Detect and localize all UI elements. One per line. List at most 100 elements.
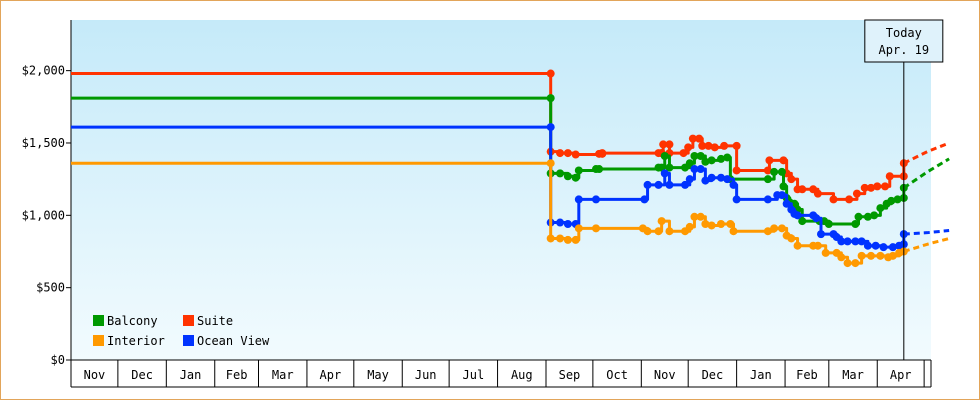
data-point xyxy=(701,176,710,185)
x-tick-label: Apr xyxy=(890,368,912,382)
data-point xyxy=(659,140,668,149)
x-tick-label: Jun xyxy=(415,368,437,382)
data-point xyxy=(893,195,902,204)
data-point xyxy=(546,94,555,103)
data-point xyxy=(793,211,802,220)
data-point xyxy=(779,156,788,165)
data-point xyxy=(643,227,652,236)
legend: Balcony Suite Interior Ocean View xyxy=(93,314,270,348)
data-point xyxy=(843,259,852,268)
data-point xyxy=(688,134,697,143)
data-point xyxy=(701,157,710,166)
data-point xyxy=(660,152,669,160)
data-point xyxy=(571,173,580,182)
data-point xyxy=(829,195,838,204)
series-interior xyxy=(71,159,950,268)
data-point xyxy=(556,218,565,227)
data-point xyxy=(851,237,860,246)
data-point xyxy=(763,195,772,204)
x-tick-label: Mar xyxy=(272,368,294,382)
data-point xyxy=(871,241,880,250)
x-tick-label: Mar xyxy=(842,368,864,382)
data-point xyxy=(787,234,796,243)
data-point xyxy=(723,175,732,184)
data-point xyxy=(813,241,822,250)
data-point xyxy=(881,182,890,191)
x-tick-label: Nov xyxy=(84,368,106,382)
data-point xyxy=(571,235,580,244)
data-point xyxy=(679,149,688,158)
data-point xyxy=(546,69,555,78)
data-point xyxy=(867,183,875,192)
data-point xyxy=(879,243,888,252)
data-point xyxy=(870,211,879,220)
data-point xyxy=(765,156,774,165)
legend-label-interior: Interior xyxy=(107,334,165,348)
data-point xyxy=(857,237,866,246)
legend-label-suite: Suite xyxy=(197,314,233,328)
data-point xyxy=(885,172,894,181)
today-box xyxy=(864,19,944,63)
data-point xyxy=(696,165,705,174)
x-tick-label: Aug xyxy=(511,368,533,382)
data-point xyxy=(888,243,897,252)
data-point xyxy=(863,212,872,221)
data-point xyxy=(812,214,821,223)
data-point xyxy=(821,248,830,257)
data-point xyxy=(813,189,822,198)
data-point xyxy=(876,251,885,260)
x-tick-label: Dec xyxy=(702,368,724,382)
data-point xyxy=(860,183,869,192)
data-point xyxy=(695,134,704,143)
y-tick-label: $2,000 xyxy=(22,64,65,78)
data-point xyxy=(779,182,788,191)
data-point xyxy=(556,169,565,178)
data-point xyxy=(665,140,674,149)
data-point xyxy=(837,237,846,246)
legend-label-ocean-view: Ocean View xyxy=(197,334,270,348)
y-tick-label: $1,500 xyxy=(22,136,65,150)
data-point xyxy=(574,195,583,204)
data-point xyxy=(717,173,725,182)
data-point xyxy=(595,165,604,174)
x-tick-label: Feb xyxy=(226,368,248,382)
legend-swatch-ocean-view xyxy=(183,335,194,346)
data-point xyxy=(710,143,719,152)
x-tick-label: Oct xyxy=(606,368,628,382)
data-point xyxy=(563,220,572,228)
data-point xyxy=(685,222,694,231)
data-point xyxy=(546,123,555,132)
axes: $0 $500 $1,000 $1,500 $2,000 Nov Dec Jan Feb Mar A… xyxy=(22,20,932,388)
data-point xyxy=(726,220,735,228)
forecast-line-balcony xyxy=(902,157,950,190)
data-point xyxy=(574,166,583,175)
data-point xyxy=(798,185,807,194)
data-point xyxy=(685,175,694,184)
data-point xyxy=(592,224,600,233)
data-point xyxy=(732,166,741,175)
data-point xyxy=(546,234,555,243)
data-point xyxy=(690,212,699,221)
data-point xyxy=(640,195,649,204)
data-point xyxy=(556,149,565,158)
data-point xyxy=(777,167,786,176)
data-point xyxy=(798,217,807,226)
x-tick-label: Jan xyxy=(180,368,202,382)
data-point xyxy=(563,235,572,244)
data-point xyxy=(665,180,674,189)
data-point xyxy=(843,237,852,246)
data-point xyxy=(824,220,833,228)
data-point xyxy=(665,227,674,236)
data-point xyxy=(854,212,863,221)
data-point xyxy=(696,152,705,160)
forecast-line-ocean-view xyxy=(903,229,950,236)
data-point xyxy=(717,154,725,163)
data-point xyxy=(654,180,663,189)
data-point xyxy=(729,227,738,236)
data-point xyxy=(643,180,652,189)
forecast-line-interior xyxy=(903,237,950,253)
data-point xyxy=(717,220,725,228)
x-tick-label: Feb xyxy=(796,368,818,382)
data-point xyxy=(681,180,690,189)
